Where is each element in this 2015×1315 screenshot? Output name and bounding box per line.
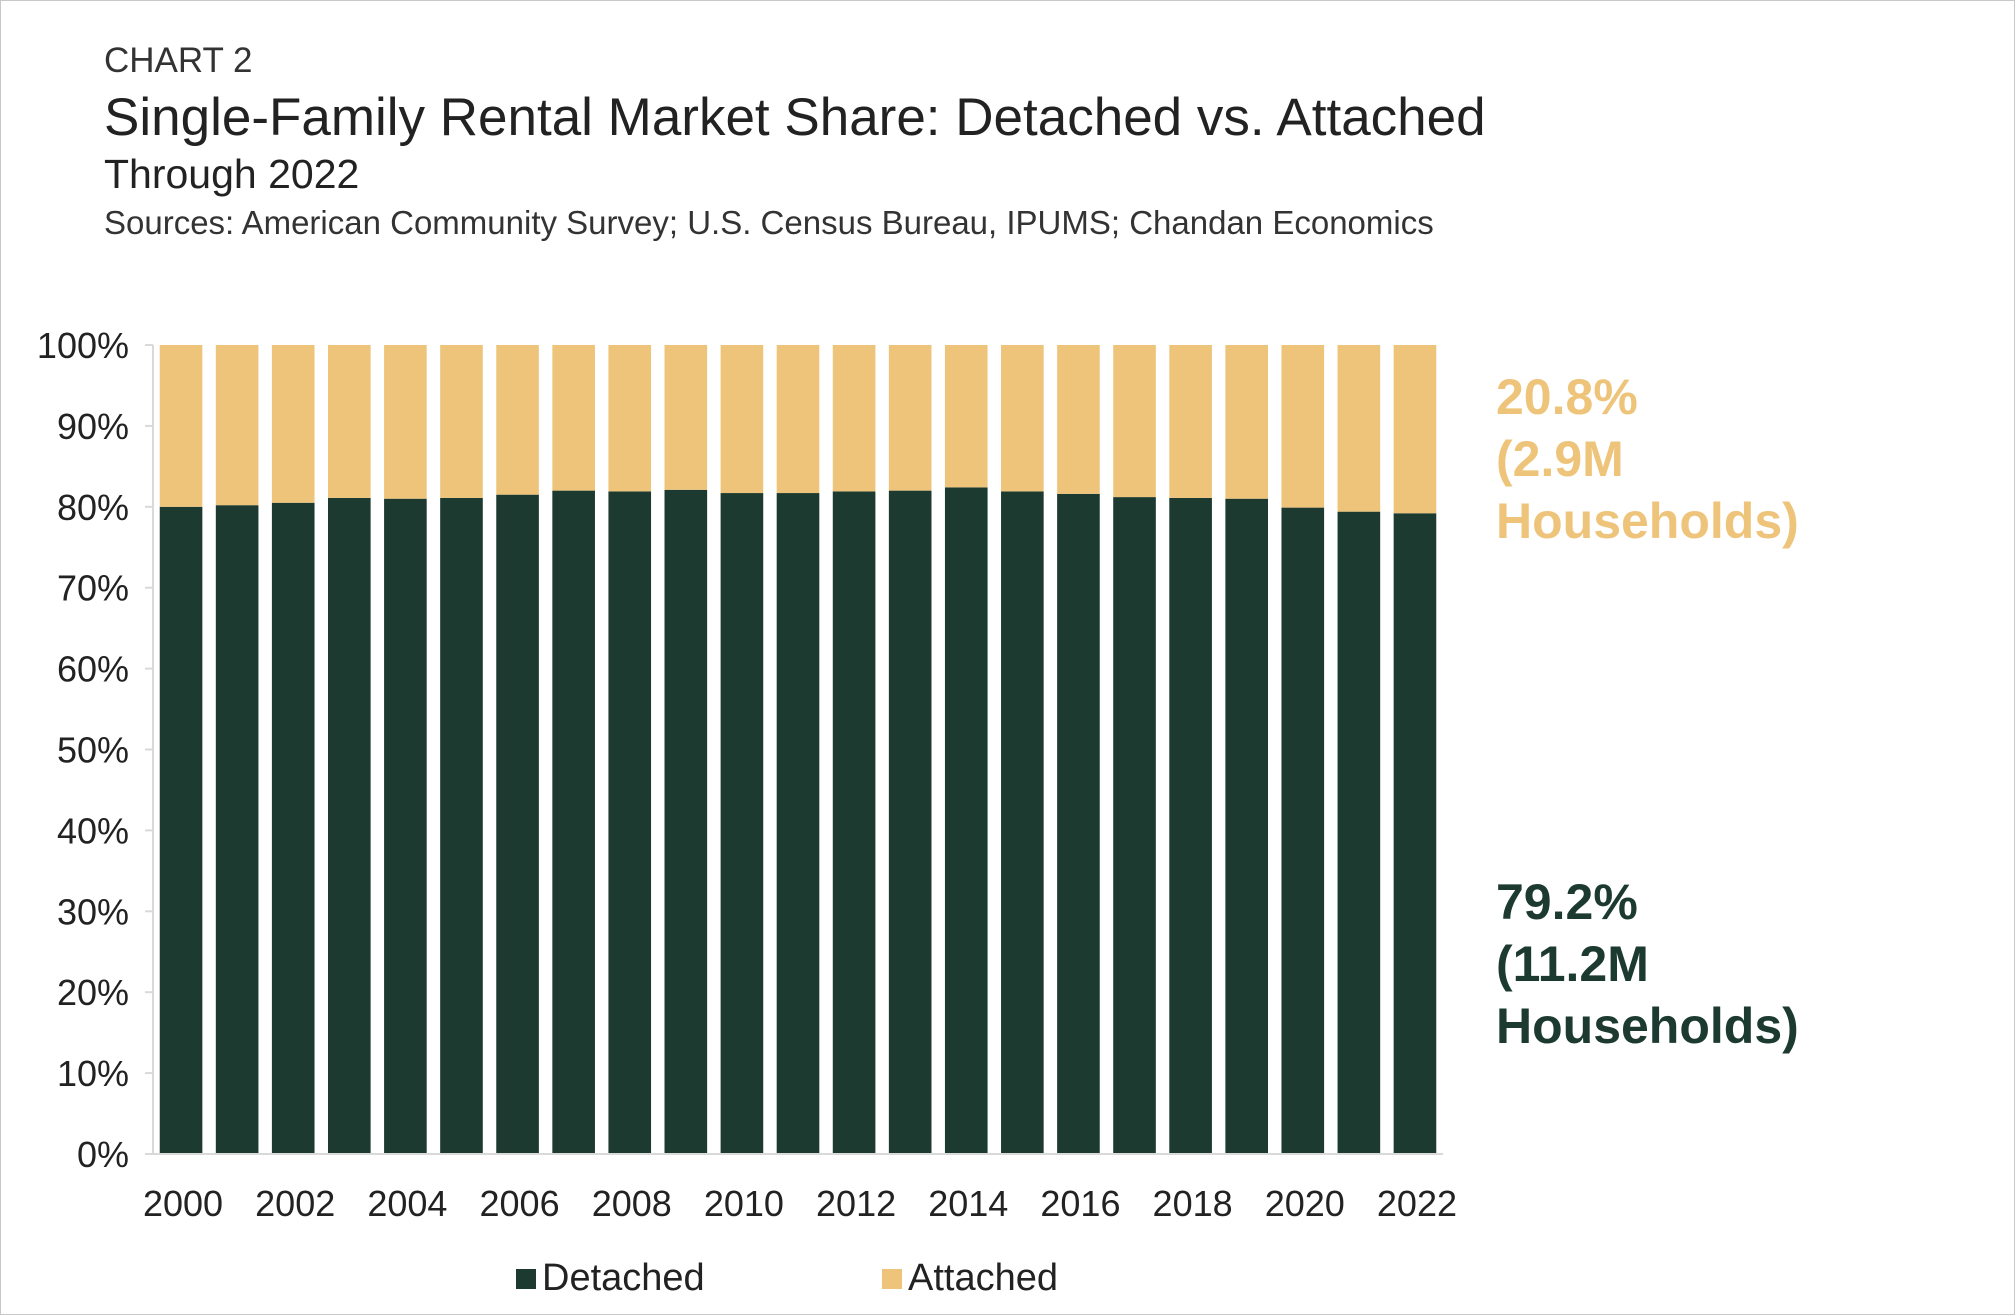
bar-attached-2021 bbox=[1337, 345, 1381, 512]
bar-attached-2015 bbox=[1001, 345, 1044, 492]
y-tick-label: 50% bbox=[57, 730, 129, 771]
bar-detached-2022 bbox=[1393, 513, 1437, 1154]
detached-annotation: 79.2% (11.2M Households) bbox=[1496, 871, 1799, 1057]
bar-attached-2020 bbox=[1281, 345, 1325, 508]
bar-detached-2010 bbox=[720, 493, 764, 1154]
bar-detached-2017 bbox=[1113, 497, 1156, 1154]
y-tick-label: 100% bbox=[37, 325, 129, 366]
x-tick-label: 2020 bbox=[1265, 1183, 1345, 1224]
bar-attached-2009 bbox=[664, 345, 708, 490]
bar-attached-2019 bbox=[1225, 345, 1269, 499]
x-tick-label: 2002 bbox=[255, 1183, 335, 1224]
bar-detached-2015 bbox=[1001, 491, 1044, 1155]
bar-attached-2001 bbox=[215, 345, 259, 506]
bar-detached-2021 bbox=[1337, 511, 1381, 1154]
bar-attached-2017 bbox=[1113, 345, 1156, 498]
bar-detached-2018 bbox=[1169, 497, 1212, 1154]
bar-detached-2013 bbox=[888, 490, 932, 1154]
bar-attached-2005 bbox=[440, 345, 483, 498]
y-tick-label: 30% bbox=[57, 891, 129, 932]
y-tick-label: 80% bbox=[57, 487, 129, 528]
legend-item-detached: Detached bbox=[516, 1257, 705, 1300]
chart-title: Single-Family Rental Market Share: Detac… bbox=[104, 88, 1486, 147]
detached-count: (11.2M bbox=[1496, 936, 1649, 992]
bar-detached-2019 bbox=[1225, 498, 1269, 1155]
x-tick-label: 2018 bbox=[1153, 1183, 1233, 1224]
x-tick-label: 2010 bbox=[704, 1183, 784, 1224]
chart-subtitle: Through 2022 bbox=[104, 151, 360, 197]
bar-attached-2007 bbox=[552, 345, 595, 491]
bar-detached-2014 bbox=[944, 487, 988, 1154]
bar-detached-2004 bbox=[384, 498, 427, 1155]
x-tick-label: 2006 bbox=[480, 1183, 560, 1224]
bar-attached-2004 bbox=[384, 345, 427, 499]
bar-detached-2007 bbox=[552, 490, 595, 1154]
bar-attached-2018 bbox=[1169, 345, 1212, 498]
x-tick-label: 2000 bbox=[143, 1183, 223, 1224]
bar-attached-2013 bbox=[888, 345, 932, 491]
detached-unit: Households) bbox=[1496, 998, 1799, 1054]
bar-detached-2008 bbox=[608, 491, 652, 1155]
y-tick-label: 0% bbox=[77, 1134, 129, 1175]
bar-detached-2009 bbox=[664, 489, 708, 1154]
x-tick-label: 2004 bbox=[367, 1183, 447, 1224]
attached-share: 20.8% bbox=[1496, 369, 1638, 425]
bar-attached-2011 bbox=[776, 345, 820, 494]
x-tick-label: 2022 bbox=[1377, 1183, 1457, 1224]
bar-attached-2008 bbox=[608, 345, 652, 492]
bar-detached-2000 bbox=[159, 506, 203, 1154]
y-tick-label: 10% bbox=[57, 1053, 129, 1094]
bar-attached-2000 bbox=[159, 345, 203, 507]
bar-attached-2014 bbox=[944, 345, 988, 488]
bar-detached-2011 bbox=[776, 493, 820, 1154]
bar-detached-2002 bbox=[271, 502, 315, 1154]
bar-detached-2016 bbox=[1057, 493, 1100, 1155]
detached-share: 79.2% bbox=[1496, 874, 1638, 930]
legend-label-detached: Detached bbox=[542, 1257, 705, 1299]
attached-count: (2.9M bbox=[1496, 431, 1624, 487]
x-tick-label: 2012 bbox=[816, 1183, 896, 1224]
chart-number: CHART 2 bbox=[104, 41, 253, 80]
bar-attached-2002 bbox=[271, 345, 315, 503]
bar-attached-2012 bbox=[832, 345, 876, 492]
bar-attached-2010 bbox=[720, 345, 764, 494]
y-tick-label: 70% bbox=[57, 568, 129, 609]
x-tick-label: 2014 bbox=[928, 1183, 1008, 1224]
y-tick-label: 90% bbox=[57, 406, 129, 447]
y-tick-label: 60% bbox=[57, 649, 129, 690]
legend-swatch-detached bbox=[516, 1268, 536, 1289]
bar-detached-2006 bbox=[496, 494, 539, 1154]
x-tick-label: 2016 bbox=[1040, 1183, 1120, 1224]
legend-label-attached: Attached bbox=[908, 1257, 1058, 1299]
attached-annotation: 20.8% (2.9M Households) bbox=[1496, 366, 1799, 552]
x-tick-label: 2008 bbox=[592, 1183, 672, 1224]
legend-swatch-attached bbox=[882, 1268, 902, 1289]
bar-attached-2022 bbox=[1393, 345, 1437, 514]
bar-attached-2016 bbox=[1057, 345, 1100, 494]
y-tick-label: 20% bbox=[57, 972, 129, 1013]
bar-detached-2001 bbox=[215, 505, 259, 1154]
attached-unit: Households) bbox=[1496, 493, 1799, 549]
legend-item-attached: Attached bbox=[882, 1257, 1058, 1300]
bar-attached-2003 bbox=[327, 345, 371, 498]
bar-detached-2005 bbox=[440, 497, 483, 1154]
chart-sources: Sources: American Community Survey; U.S.… bbox=[104, 204, 1434, 241]
bar-attached-2006 bbox=[496, 345, 539, 495]
bar-detached-2020 bbox=[1281, 507, 1325, 1154]
bar-detached-2003 bbox=[327, 497, 371, 1154]
bar-detached-2012 bbox=[832, 491, 876, 1155]
y-tick-label: 40% bbox=[57, 810, 129, 851]
